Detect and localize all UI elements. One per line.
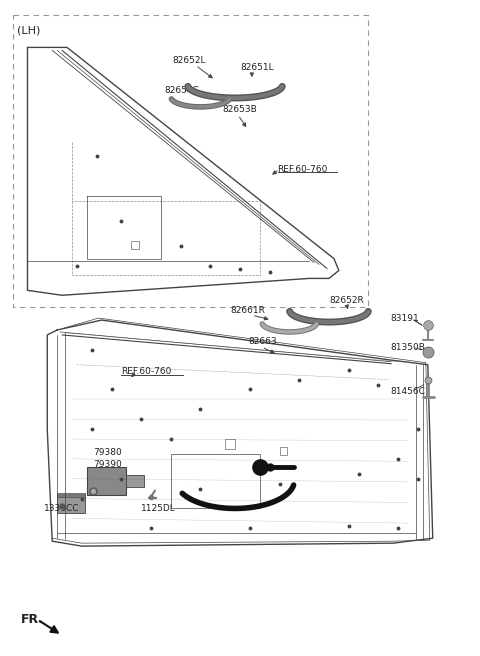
Bar [279, 447, 288, 455]
Bar [57, 493, 85, 514]
Text: 82651L: 82651L [240, 63, 274, 72]
Bar [126, 475, 144, 487]
Text: 79380: 79380 [94, 449, 122, 457]
Text: 82653B: 82653B [222, 106, 257, 114]
Text: 82663: 82663 [248, 337, 276, 346]
Text: REF.60-760: REF.60-760 [121, 367, 172, 376]
Text: 81350B: 81350B [390, 343, 425, 352]
Bar [87, 467, 126, 495]
Text: 81456C: 81456C [390, 387, 425, 396]
Bar [225, 439, 235, 449]
Text: 82661R: 82661R [230, 306, 265, 315]
Text: 1125DL: 1125DL [141, 504, 176, 513]
Bar [131, 241, 139, 249]
Text: 83191: 83191 [390, 314, 419, 323]
Text: 1339CC: 1339CC [44, 504, 80, 513]
Text: FR.: FR. [21, 613, 44, 626]
Bar [171, 454, 260, 508]
Text: REF.60-760: REF.60-760 [277, 165, 328, 174]
Bar [57, 493, 85, 497]
Text: 82654C: 82654C [164, 85, 199, 94]
Text: (LH): (LH) [17, 26, 40, 35]
Text: 79390: 79390 [94, 461, 122, 469]
Text: 82652R: 82652R [329, 296, 364, 305]
Text: 82652L: 82652L [173, 56, 206, 65]
